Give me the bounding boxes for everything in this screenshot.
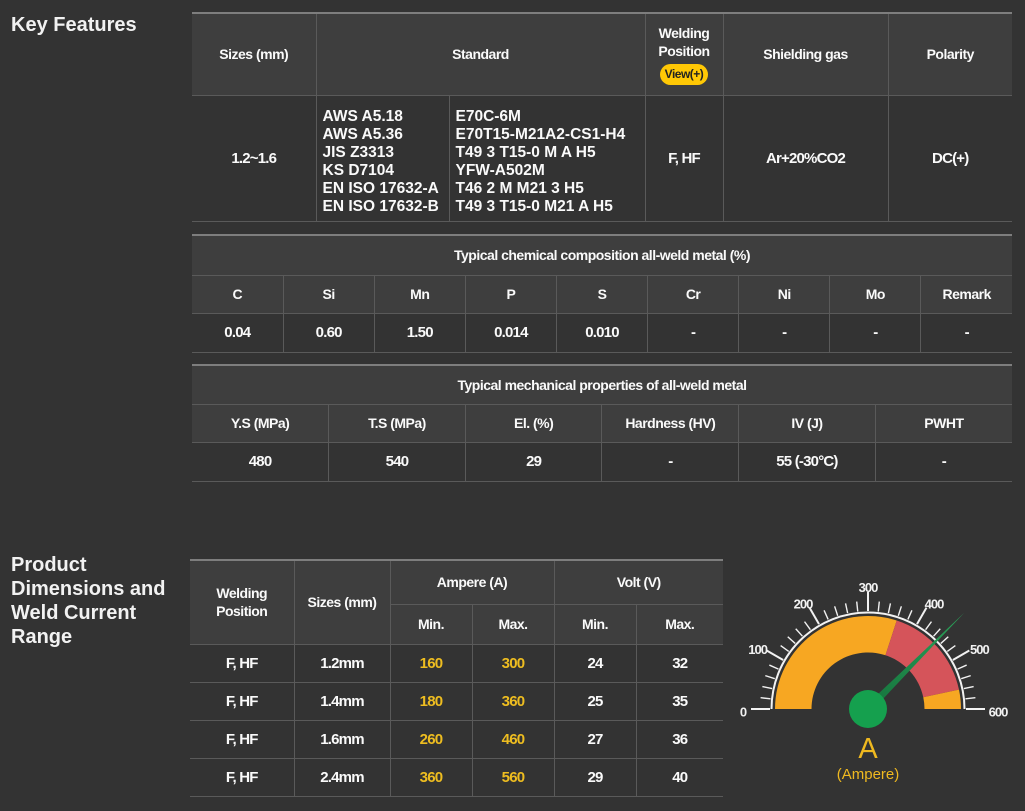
svg-text:0: 0 [740,705,747,720]
svg-text:300: 300 [859,580,878,595]
svg-text:400: 400 [925,597,944,612]
svg-text:200: 200 [794,597,813,612]
svg-text:600: 600 [989,705,1008,720]
svg-text:100: 100 [748,642,767,657]
svg-text:500: 500 [970,642,989,657]
